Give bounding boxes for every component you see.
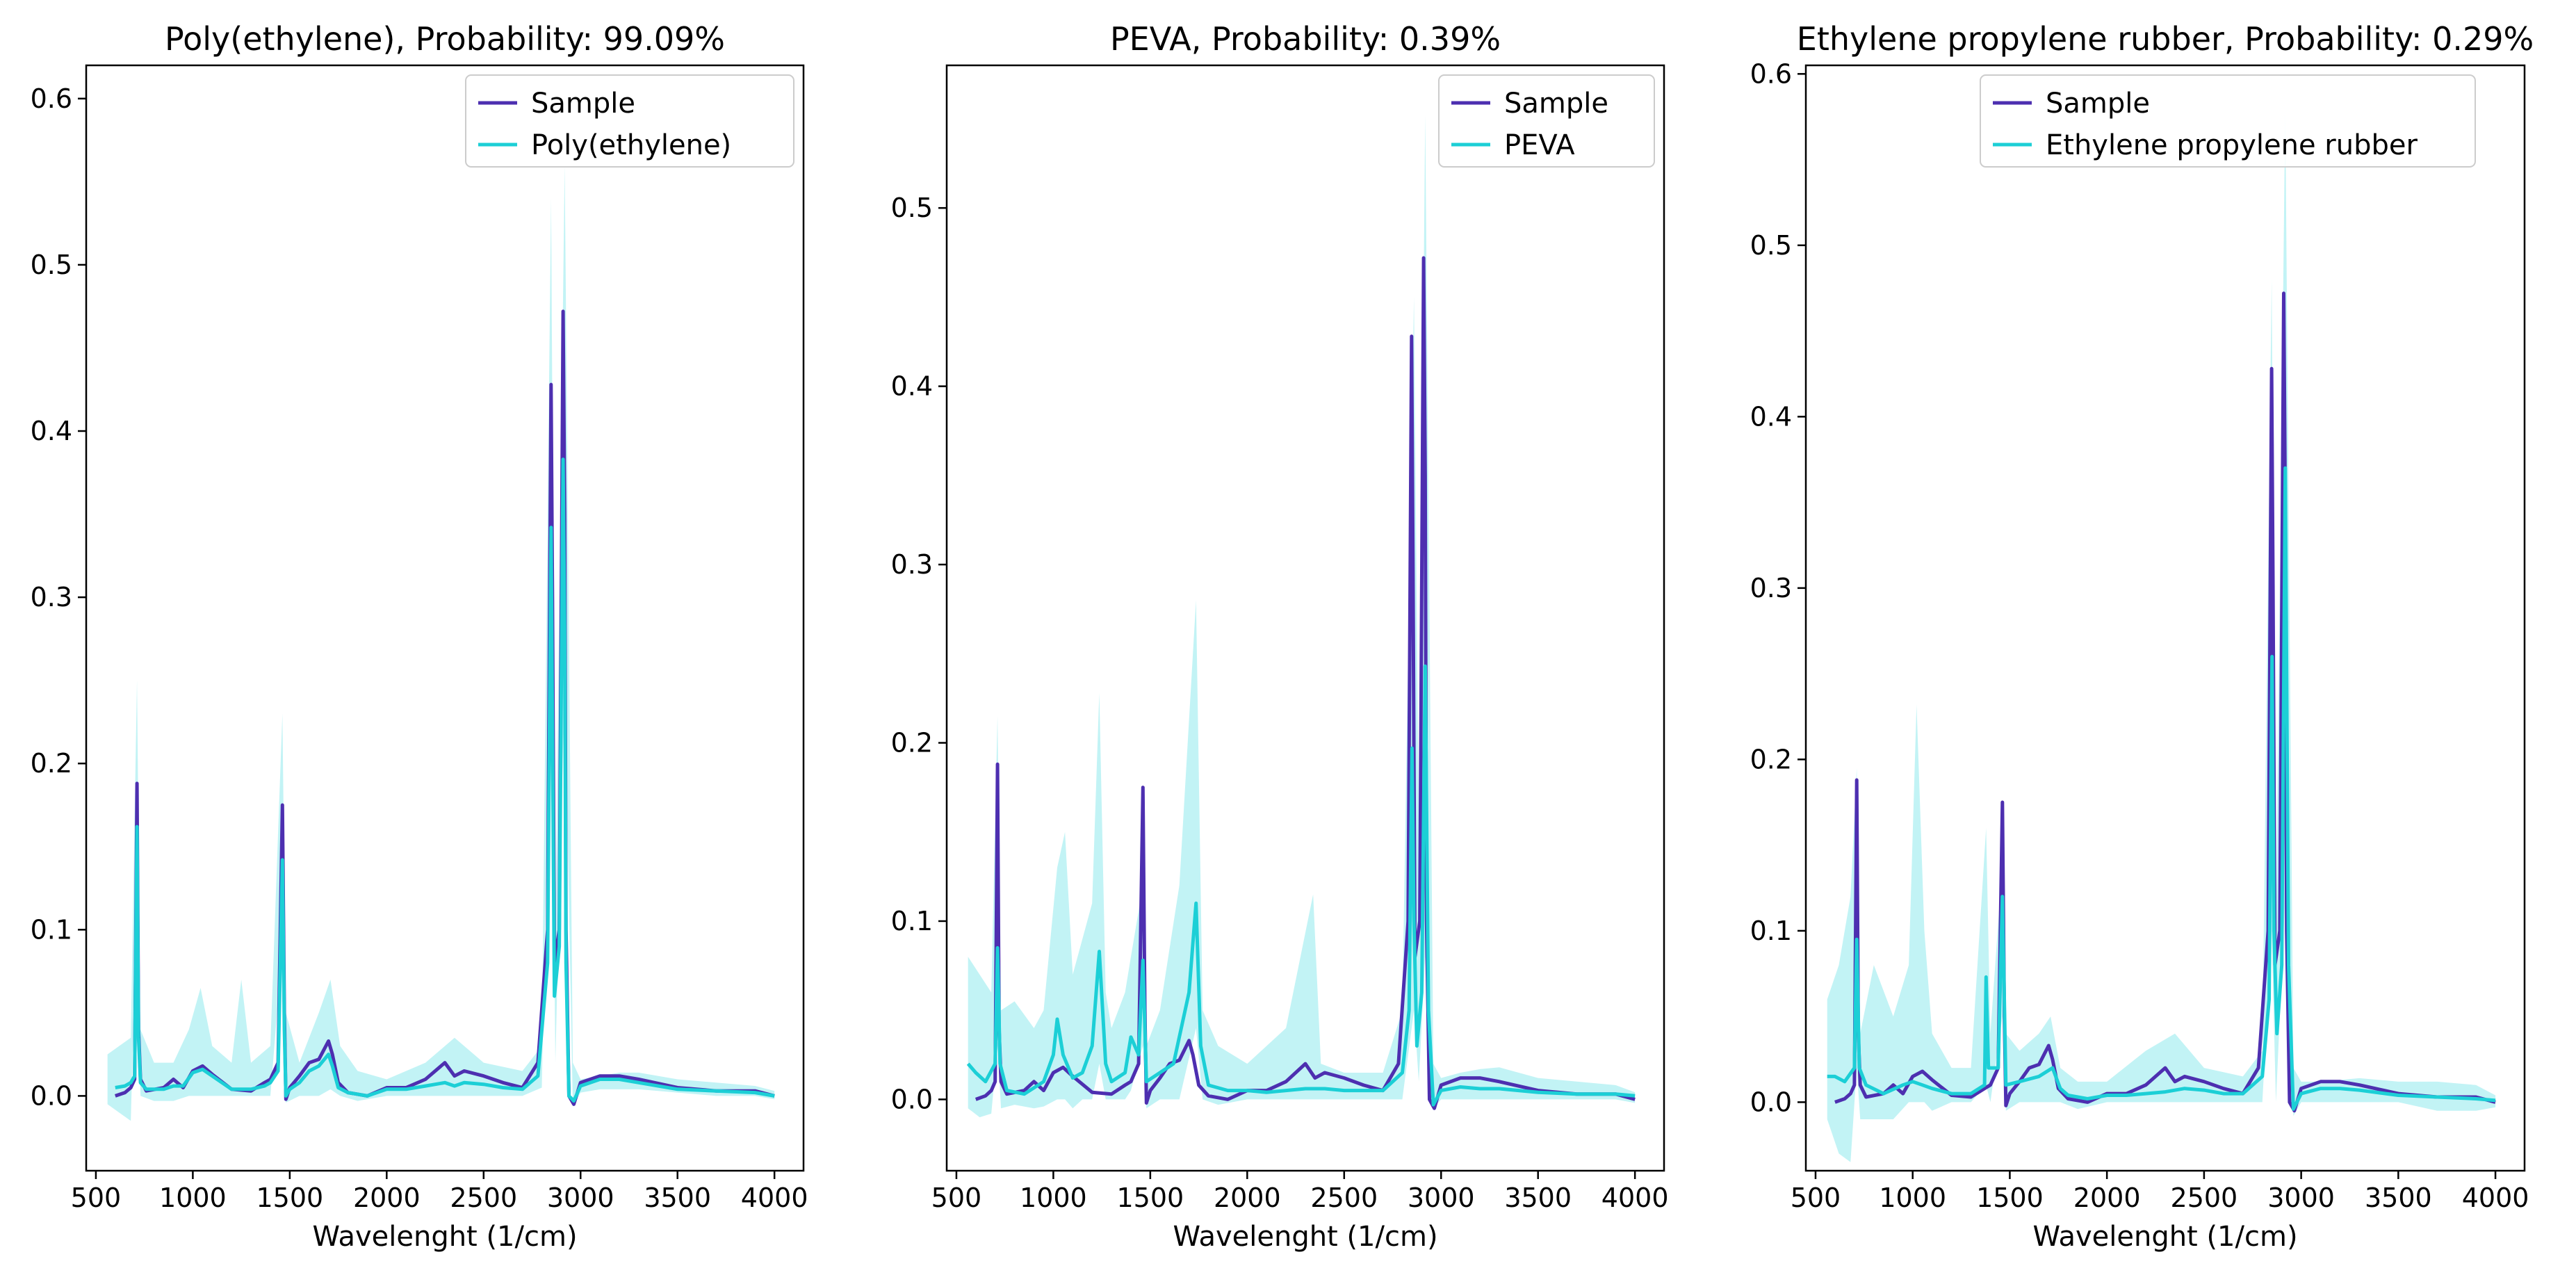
legend: Sample PEVA <box>1438 74 1655 168</box>
legend-label-sample: Sample <box>1504 88 1608 120</box>
plot-area: 500 1000 1500 2000 2500 3000 3500 4000 0.0 0.1 0.2… <box>891 64 1669 1213</box>
series-line-reference <box>966 664 1636 1107</box>
axes-frame <box>85 64 805 1172</box>
plot-marks <box>1827 108 2496 1162</box>
y-tick-label: 0.3 <box>1750 573 1792 603</box>
x-tick-label: 4000 <box>741 1183 808 1213</box>
x-tick-label: 2500 <box>2171 1183 2238 1213</box>
y-tick-label: 0.2 <box>891 728 933 758</box>
x-tick-label: 500 <box>1791 1183 1841 1213</box>
x-tick-label: 500 <box>71 1183 122 1213</box>
plot-area: 500 1000 1500 2000 2500 3000 3500 4000 0.0 0.1 0.2… <box>31 64 808 1213</box>
legend: Sample Poly(ethylene) <box>465 74 794 168</box>
y-tick-label: 0.6 <box>31 83 72 114</box>
x-axis-label: Wavelenght (1/cm) <box>1173 1221 1437 1253</box>
y-tick-label: 0.5 <box>891 193 933 223</box>
x-tick-label: 1000 <box>159 1183 227 1213</box>
x-tick-label: 2500 <box>1310 1183 1378 1213</box>
legend-label-sample: Sample <box>2046 88 2150 120</box>
y-tick-label: 0.1 <box>891 906 933 936</box>
x-tick-label: 3500 <box>2365 1183 2432 1213</box>
subplot-peva: PEVA, Probability: 0.39% Wavelenght (1/c… <box>891 20 1669 1253</box>
x-tick-label: 1000 <box>1879 1183 1946 1213</box>
series-line-reference <box>1827 466 2496 1111</box>
axes-frame <box>1804 64 2526 1172</box>
series-line-reference <box>115 457 775 1103</box>
x-tick-label: 2000 <box>1214 1183 1281 1213</box>
y-tick-label: 0.5 <box>1750 230 1792 261</box>
x-tick-label: 500 <box>931 1183 982 1213</box>
legend-label-sample: Sample <box>531 88 635 120</box>
y-tick-label: 0.3 <box>31 582 72 612</box>
y-tick-label: 0.0 <box>1750 1087 1792 1117</box>
x-axis-label: Wavelenght (1/cm) <box>312 1221 577 1253</box>
y-tick-label: 0.1 <box>31 914 72 945</box>
y-tick-label: 0.0 <box>31 1080 72 1111</box>
y-tick-label: 0.4 <box>31 416 72 446</box>
x-tick-label: 2500 <box>450 1183 517 1213</box>
legend-box <box>465 74 794 168</box>
subplot-title: PEVA, Probability: 0.39% <box>1110 20 1501 58</box>
y-tick-label: 0.6 <box>1750 58 1792 89</box>
legend-label-reference: PEVA <box>1504 129 1575 161</box>
legend-box <box>1980 74 2476 168</box>
y-tick-label: 0.4 <box>891 371 933 402</box>
x-tick-label: 2000 <box>2073 1183 2141 1213</box>
x-tick-label: 3000 <box>2267 1183 2335 1213</box>
subplot-ethylene-propylene-rubber: Ethylene propylene rubber, Probability: … <box>1750 20 2534 1253</box>
x-tick-label: 3500 <box>644 1183 711 1213</box>
x-tick-label: 1500 <box>1117 1183 1184 1213</box>
subplot-title: Poly(ethylene), Probability: 99.09% <box>165 20 725 58</box>
x-tick-label: 1500 <box>1976 1183 2044 1213</box>
y-tick-label: 0.3 <box>891 549 933 580</box>
reference-band <box>1827 108 2496 1162</box>
axes-frame <box>945 64 1665 1172</box>
plot-marks <box>966 115 1636 1118</box>
x-tick-label: 2000 <box>353 1183 421 1213</box>
legend: Sample Ethylene propylene rubber <box>1980 74 2476 168</box>
x-tick-label: 1000 <box>1020 1183 1087 1213</box>
y-tick-label: 0.1 <box>1750 916 1792 946</box>
legend-label-reference: Ethylene propylene rubber <box>2046 129 2418 161</box>
x-tick-label: 3500 <box>1504 1183 1572 1213</box>
y-tick-label: 0.4 <box>1750 401 1792 432</box>
x-tick-label: 3000 <box>1408 1183 1475 1213</box>
legend-label-reference: Poly(ethylene) <box>531 129 731 161</box>
subplot-title: Ethylene propylene rubber, Probability: … <box>1797 20 2534 58</box>
x-tick-label: 4000 <box>2462 1183 2529 1213</box>
y-tick-label: 0.2 <box>31 748 72 779</box>
subplot-poly-ethylene: Poly(ethylene), Probability: 99.09% Wave… <box>31 20 808 1253</box>
legend-box <box>1438 74 1655 168</box>
x-tick-label: 3000 <box>547 1183 614 1213</box>
x-tick-label: 4000 <box>1601 1183 1669 1213</box>
plot-marks <box>107 165 775 1121</box>
plot-area: 500 1000 1500 2000 2500 3000 3500 4000 0.0 0.1 0.2… <box>1750 58 2529 1213</box>
x-tick-label: 1500 <box>256 1183 324 1213</box>
y-tick-label: 0.2 <box>1750 744 1792 774</box>
y-tick-label: 0.0 <box>891 1084 933 1114</box>
y-tick-label: 0.5 <box>31 250 72 280</box>
x-axis-label: Wavelenght (1/cm) <box>2032 1221 2297 1253</box>
